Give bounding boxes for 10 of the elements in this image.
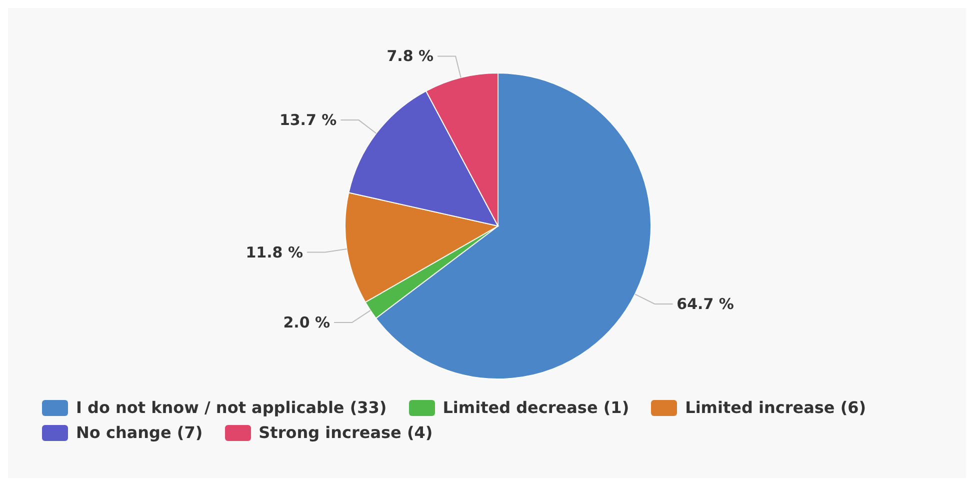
legend-label: Limited decrease (1)	[442, 398, 630, 417]
legend-label: Limited increase (6)	[685, 398, 866, 417]
legend-label: No change (7)	[76, 423, 203, 442]
data-label: 7.8 %	[386, 47, 434, 66]
legend-label: Strong increase (4)	[258, 423, 433, 442]
data-label: 64.7 %	[676, 294, 734, 313]
data-label: 2.0 %	[283, 314, 330, 332]
data-label: 13.7 %	[279, 111, 337, 130]
legend-label: I do not know / not applicable (33)	[76, 398, 387, 417]
data-label: 11.8 %	[246, 243, 303, 262]
